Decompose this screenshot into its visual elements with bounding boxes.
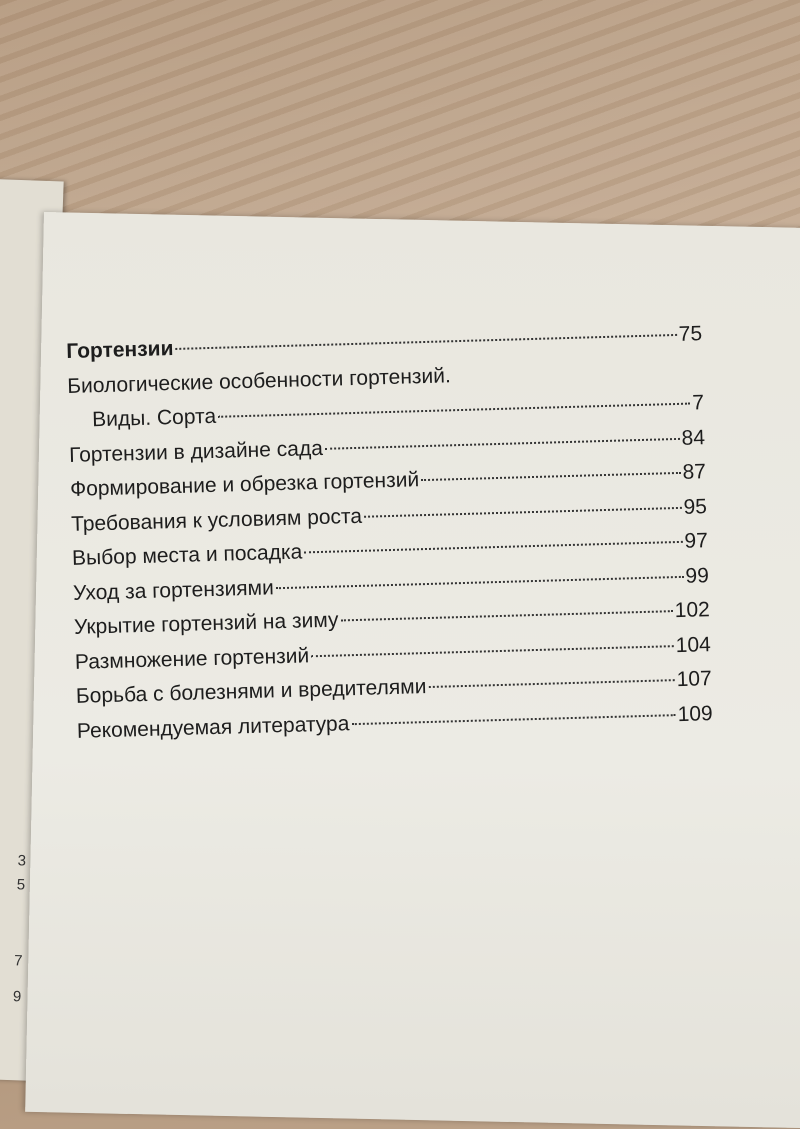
dot-leader [311,644,674,657]
left-page-number: 3 [17,852,27,870]
page-number: 99 [685,563,710,588]
page-number: 75 [678,322,703,346]
dot-leader [428,679,675,689]
dot-leader [340,610,673,622]
dot-leader [304,540,683,554]
entry-title: Гортензии [66,337,174,363]
dot-leader [324,437,680,450]
page-number: 104 [675,632,712,657]
entry-title: Виды. Сорта [91,404,217,432]
page-number: 7 [691,391,705,415]
dot-leader [175,333,677,350]
dot-leader [218,402,691,418]
page-number: 102 [674,598,711,623]
page-number: 95 [683,494,708,519]
entry-title: Размножение гортензий [74,643,310,674]
page-number: 84 [681,425,706,450]
dot-leader [364,506,682,518]
dot-leader [421,471,681,482]
dot-leader [275,575,684,589]
left-page-number: 9 [12,988,22,1006]
left-page-number: 7 [13,952,23,970]
page-number: 107 [676,667,713,692]
page-number: 109 [677,701,713,726]
table-of-contents: Гортензии 75 Биологические особенности гор… [66,322,713,754]
left-page-number: 5 [16,876,26,894]
entry-title: Выбор места и посадка [71,540,303,570]
dot-leader [351,713,676,725]
entry-title: Уход за гортензиями [72,575,275,605]
page-number: 97 [684,529,709,553]
page-number: 87 [682,460,707,484]
